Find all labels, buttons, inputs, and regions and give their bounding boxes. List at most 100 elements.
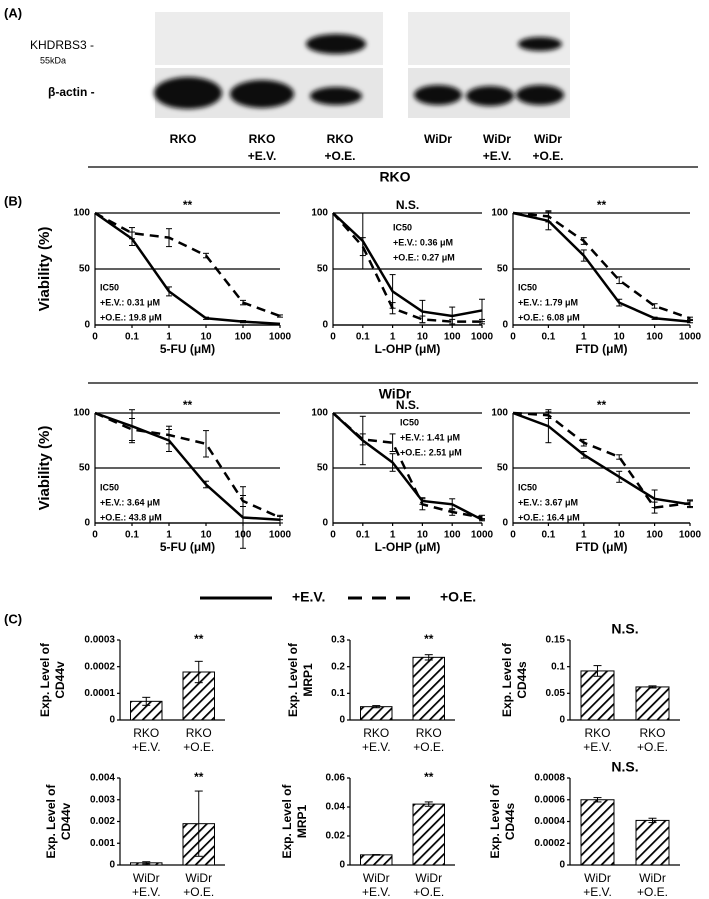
lane-label: RKO: [170, 132, 197, 146]
x-tick-label: 1000: [269, 332, 292, 343]
annotation: +E.V.: 1.41 μM: [400, 432, 460, 442]
significance: N.S.: [611, 621, 638, 637]
y-tick-label: 0.1: [331, 688, 345, 699]
x-tick-label: 0: [330, 530, 336, 541]
x-tick-label: RKO: [584, 726, 610, 740]
x-tick-label: +E.V.: [132, 740, 161, 754]
y-tick-label: 0.0003: [84, 635, 115, 646]
x-tick-label: 0: [510, 332, 516, 343]
y-tick-label: 0: [339, 860, 345, 871]
error-bar: [389, 302, 396, 315]
lane-label: WiDr: [483, 132, 511, 146]
y-tick-label: 0.0002: [84, 661, 115, 672]
x-tick-label: +E.V.: [132, 885, 161, 899]
error-bar: [616, 298, 623, 307]
x-tick-label: 0.1: [541, 332, 555, 343]
x-tick-label: RKO: [639, 726, 665, 740]
error-bar: [648, 685, 657, 689]
panel-label: (B): [4, 193, 22, 208]
group-header: RKO: [379, 169, 410, 185]
y-tick-label: 0.2: [331, 661, 345, 672]
x-tick-label: RKO: [186, 726, 212, 740]
annotation: +E.V.: 1.79 μM: [518, 297, 578, 307]
annotation: +O.E.: 43.8 μM: [100, 512, 162, 522]
x-tick-label: 1: [581, 332, 587, 343]
y-axis-label: Exp. Level of: [286, 642, 300, 717]
y-axis-label: MRP1: [295, 805, 309, 839]
y-tick-label: 0.004: [90, 773, 115, 784]
y-tick-label: 0.04: [326, 802, 346, 813]
lane-label: RKO: [327, 132, 354, 146]
x-tick-label: 0: [92, 530, 98, 541]
y-axis-label: CD44v: [53, 661, 67, 699]
error-bar: [449, 508, 456, 516]
series-line: [94, 211, 281, 326]
error-bar: [372, 705, 381, 709]
significance: N.S.: [396, 398, 419, 412]
legend-label: +O.E.: [440, 589, 476, 605]
error-bar: [166, 286, 172, 297]
y-axis-label: Viability (%): [36, 227, 53, 312]
error-bar: [194, 790, 203, 857]
error-bar: [545, 411, 552, 419]
x-tick-label: 1000: [269, 530, 292, 541]
y-tick-label: 0: [84, 518, 90, 529]
bar: [580, 670, 615, 721]
error-bar: [687, 320, 693, 324]
error-bar: [419, 498, 426, 511]
legend-label: +E.V.: [292, 589, 325, 605]
error-bar: [389, 433, 396, 452]
x-axis-label: L-OHP (μM): [375, 540, 441, 554]
error-bar: [449, 318, 456, 325]
y-tick-label: 100: [311, 408, 328, 419]
error-bar: [651, 316, 658, 320]
x-axis-label: 5-FU (μM): [160, 342, 215, 356]
x-tick-label: 10: [200, 530, 212, 541]
lane-label: +E.V.: [248, 149, 277, 163]
y-axis-label: Exp. Level of: [44, 783, 58, 858]
x-tick-label: 100: [235, 332, 252, 343]
error-bar: [359, 237, 366, 257]
x-tick-label: RKO: [363, 726, 389, 740]
y-tick-label: 0.001: [90, 838, 115, 849]
error-bar: [687, 499, 693, 507]
error-bar: [277, 314, 283, 318]
error-bar: [479, 318, 485, 325]
x-axis-label: 5-FU (μM): [160, 540, 215, 554]
y-tick-label: 50: [497, 463, 509, 474]
x-tick-label: 0: [510, 530, 516, 541]
panel-label: (A): [4, 5, 22, 20]
lane-label: +E.V.: [483, 149, 512, 163]
x-axis-label: FTD (μM): [576, 342, 628, 356]
y-tick-label: 0.02: [326, 831, 346, 842]
error-bar: [240, 299, 246, 306]
x-tick-label: WiDr: [363, 871, 390, 885]
error-bar: [479, 514, 485, 521]
x-tick-label: +O.E.: [413, 740, 444, 754]
x-tick-label: 0.1: [356, 530, 370, 541]
group-header: WiDr: [379, 386, 412, 402]
x-tick-label: 1: [166, 530, 172, 541]
x-tick-label: 1: [581, 530, 587, 541]
y-tick-label: 50: [79, 264, 91, 275]
x-tick-label: 0: [330, 332, 336, 343]
error-bar: [194, 660, 203, 684]
x-tick-label: +O.E.: [183, 740, 214, 754]
error-bar: [142, 696, 151, 706]
x-tick-label: 0.1: [541, 530, 555, 541]
y-tick-label: 100: [491, 408, 508, 419]
x-tick-label: RKO: [416, 726, 442, 740]
y-tick-label: 100: [311, 208, 328, 219]
error-bar: [240, 495, 246, 507]
annotation: IC50: [400, 417, 419, 427]
y-tick-label: 50: [317, 463, 329, 474]
y-tick-label: 0: [502, 518, 508, 529]
series-line: [512, 411, 691, 506]
y-tick-label: 0.0001: [84, 688, 115, 699]
x-tick-label: 100: [646, 530, 663, 541]
y-tick-label: 0: [502, 320, 508, 331]
error-bar: [593, 665, 602, 677]
y-tick-label: 0.1: [551, 661, 565, 672]
y-axis-label: MRP1: [301, 663, 315, 697]
y-tick-label: 0.3: [331, 635, 345, 646]
